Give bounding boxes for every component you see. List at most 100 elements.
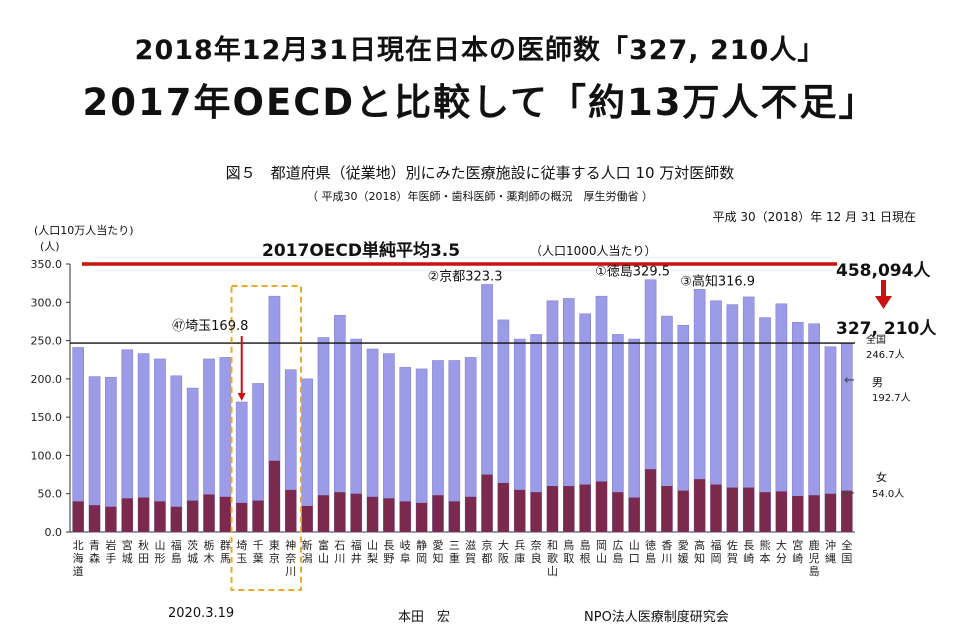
female-arrow-icon: ← bbox=[844, 486, 855, 501]
x-tick-label: 熊 bbox=[760, 538, 771, 552]
x-tick-label: 沖 bbox=[825, 539, 836, 552]
x-tick-label: 岩 bbox=[105, 538, 116, 552]
x-tick-label: 香 bbox=[661, 539, 672, 552]
bar-female-和歌山 bbox=[546, 486, 559, 532]
bar-female-山形 bbox=[154, 501, 166, 532]
male-label: 男 bbox=[872, 376, 883, 389]
x-tick-label: 分 bbox=[776, 552, 787, 565]
bar-female-北海道 bbox=[72, 501, 84, 532]
bar-female-山梨 bbox=[366, 496, 379, 532]
x-tick-label: 庫 bbox=[514, 551, 525, 565]
x-tick-label: 道 bbox=[73, 564, 84, 578]
bar-female-栃木 bbox=[203, 494, 215, 532]
x-tick-label: 福 bbox=[171, 538, 182, 552]
x-tick-label: 長 bbox=[383, 539, 394, 552]
x-tick-label: 川 bbox=[285, 565, 296, 578]
bar-female-宮城 bbox=[121, 498, 133, 532]
male-arrow-icon: ← bbox=[844, 373, 855, 388]
bar-female-青森 bbox=[88, 505, 101, 532]
x-tick-label: 都 bbox=[482, 552, 493, 565]
x-tick-label: 山 bbox=[367, 539, 378, 552]
bar-female-大阪 bbox=[497, 482, 509, 532]
x-tick-label: 奈 bbox=[531, 538, 542, 552]
bar-female-宮崎 bbox=[792, 496, 804, 532]
per-1000-note: （人口1000人当たり） bbox=[530, 244, 657, 258]
x-tick-label: 井 bbox=[351, 551, 362, 565]
bar-female-福岡 bbox=[710, 484, 722, 532]
x-tick-label: 徳 bbox=[645, 539, 656, 552]
bar-female-兵庫 bbox=[514, 489, 526, 532]
x-tick-label: 岡 bbox=[416, 552, 427, 565]
x-tick-label: 秋 bbox=[138, 538, 149, 552]
x-tick-label: 田 bbox=[138, 552, 149, 565]
bar-female-岩手 bbox=[105, 506, 117, 532]
y-axis-unit: (人) bbox=[40, 240, 60, 253]
bar-female-愛知 bbox=[432, 495, 444, 532]
bar-female-神奈川 bbox=[285, 489, 297, 532]
annotation-kochi: ③高知316.9 bbox=[680, 273, 755, 289]
national-label: 全国 bbox=[866, 333, 886, 346]
footer-author: 本田 宏 bbox=[398, 610, 451, 625]
figure-source: （ 平成30（2018）年医師・歯科医師・薬剤師の概況 厚生労働省 ） bbox=[307, 190, 653, 203]
bar-female-奈良 bbox=[530, 492, 542, 532]
x-tick-label: 海 bbox=[73, 551, 84, 565]
x-tick-label: 口 bbox=[629, 552, 640, 565]
bar-female-広島 bbox=[612, 492, 624, 532]
x-tick-label: 梨 bbox=[367, 551, 378, 565]
bar-female-高知 bbox=[694, 479, 706, 532]
x-tick-label: 国 bbox=[841, 552, 852, 565]
x-tick-label: 阪 bbox=[498, 551, 509, 565]
bar-female-福井 bbox=[350, 493, 362, 532]
x-tick-label: 大 bbox=[498, 538, 509, 552]
bar-female-長崎 bbox=[743, 487, 755, 532]
bar-female-新潟 bbox=[301, 505, 313, 532]
x-tick-label: 和 bbox=[547, 539, 558, 552]
x-tick-label: 滋 bbox=[465, 539, 476, 552]
bar-female-島根 bbox=[579, 484, 591, 532]
x-tick-label: 石 bbox=[334, 539, 345, 552]
bar-female-富山 bbox=[317, 495, 330, 532]
bar-female-静岡 bbox=[416, 502, 428, 532]
x-tick-label: 栃 bbox=[204, 538, 215, 552]
x-tick-label: 北 bbox=[73, 539, 84, 552]
x-tick-label: 賀 bbox=[465, 552, 476, 565]
x-tick-label: 形 bbox=[154, 552, 165, 565]
bar-female-鹿児島 bbox=[808, 495, 820, 532]
x-tick-label: 京 bbox=[482, 538, 493, 552]
x-tick-label: 縄 bbox=[825, 551, 836, 565]
y-tick-label: 300.0 bbox=[31, 296, 63, 309]
x-tick-label: 手 bbox=[105, 551, 116, 565]
x-tick-label: 島 bbox=[580, 538, 591, 552]
x-tick-label: 岡 bbox=[596, 539, 607, 552]
x-tick-label: 重 bbox=[449, 551, 460, 565]
y-tick-label: 150.0 bbox=[31, 411, 63, 424]
x-tick-label: 奈 bbox=[285, 551, 296, 565]
x-tick-label: 島 bbox=[171, 551, 182, 565]
x-tick-label: 城 bbox=[122, 552, 133, 565]
x-tick-label: 葉 bbox=[253, 551, 264, 565]
bar-female-千葉 bbox=[252, 500, 264, 532]
figure-title: 図５ 都道府県（従業地）別にみた医療施設に従事する人口 10 万対医師数 bbox=[225, 164, 735, 182]
x-tick-label: 青 bbox=[89, 539, 100, 552]
total-arrow-head bbox=[875, 296, 892, 309]
x-tick-label: 森 bbox=[89, 551, 100, 565]
x-tick-label: 山 bbox=[318, 552, 329, 565]
x-tick-label: 埼 bbox=[236, 538, 247, 552]
bar-female-大分 bbox=[775, 491, 787, 532]
x-tick-label: 京 bbox=[269, 551, 280, 565]
bar-female-京都 bbox=[481, 474, 493, 532]
bar-female-佐賀 bbox=[726, 487, 738, 532]
annotation-saitama: ㊼埼玉169.8 bbox=[172, 319, 248, 334]
x-tick-label: 神 bbox=[285, 538, 296, 552]
annotation-kyoto: ②京都323.3 bbox=[428, 269, 503, 284]
x-tick-label: 知 bbox=[432, 551, 443, 565]
x-tick-label: 本 bbox=[760, 551, 771, 565]
y-axis-label: (人口10万人当たり) bbox=[34, 224, 134, 237]
bar-female-福島 bbox=[170, 506, 182, 532]
bar-female-埼玉 bbox=[236, 502, 248, 532]
x-tick-label: 佐 bbox=[727, 538, 738, 552]
bar-female-石川 bbox=[334, 492, 346, 532]
bar-female-茨城 bbox=[187, 500, 199, 532]
bar-female-東京 bbox=[268, 460, 280, 532]
bar-female-三重 bbox=[448, 501, 460, 532]
